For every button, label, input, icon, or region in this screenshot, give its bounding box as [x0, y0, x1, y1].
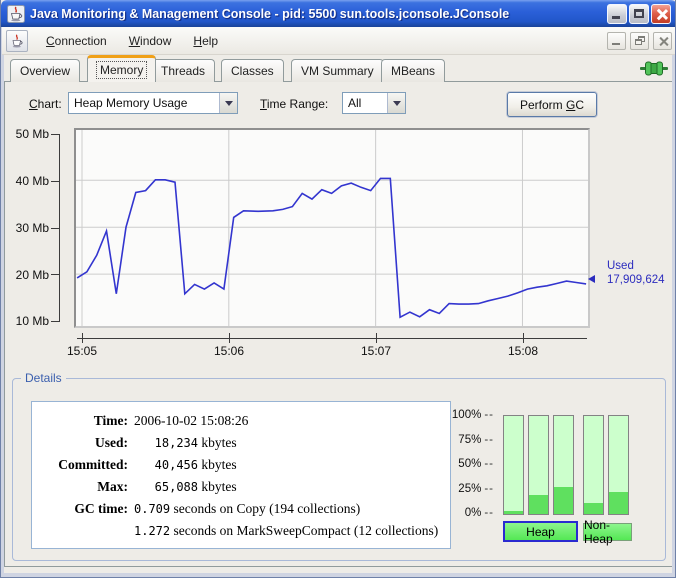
x-tick-label: 15:06 [213, 344, 245, 358]
x-axis-tick [376, 333, 377, 343]
y-tick-label: 20 Mb [15, 268, 49, 282]
window-title: Java Monitoring & Management Console - p… [30, 6, 510, 21]
maximize-icon[interactable] [629, 3, 649, 24]
non-heap-pool-bar [583, 415, 604, 515]
chevron-down-icon[interactable] [219, 93, 237, 113]
y-axis-line [59, 134, 60, 321]
details-group: Details Time: 2006-10-02 15:08:26 Used: 18… [12, 371, 666, 561]
tab-label: Overview [20, 64, 71, 78]
detail-value: 0.709 seconds on Copy (194 collections) [134, 501, 361, 516]
time-range-select[interactable]: All [342, 92, 406, 114]
tab-label: Classes [231, 64, 274, 78]
detail-label: Max: [97, 479, 128, 494]
tab-strip: Overview Memory Threads Classes VM Summary MB… [2, 55, 675, 82]
bar-y-tick-label: 0% -- [464, 507, 494, 519]
tab-memory[interactable]: Memory [87, 55, 157, 82]
details-box: Time: 2006-10-02 15:08:26 Used: 18,234 kby… [31, 401, 451, 549]
window-frame-right [672, 27, 675, 577]
bar-fill [584, 503, 603, 514]
java-cup-icon [12, 33, 23, 47]
y-tick-label: 30 Mb [15, 221, 49, 235]
perform-gc-button[interactable]: Perform GC [507, 92, 597, 117]
y-axis-tick [51, 228, 60, 229]
non-heap-pool-bar [608, 415, 629, 515]
chart-select[interactable]: Heap Memory Usage [68, 92, 238, 114]
chart-label: Chart: [29, 97, 62, 111]
minimize-icon[interactable] [607, 3, 627, 24]
menu-connection[interactable]: Connection [46, 33, 107, 48]
bar-y-tick-label: 75% -- [458, 434, 494, 446]
bar-fill [554, 487, 573, 514]
bar-fill [529, 495, 548, 514]
chevron-down-icon[interactable] [387, 93, 405, 113]
detail-label: Time: [93, 413, 128, 428]
menu-help[interactable]: Help [193, 33, 219, 48]
details-group-title: Details [21, 371, 66, 385]
used-value-callout: Used 17,909,624 [607, 260, 665, 286]
mdi-minimize-icon[interactable] [607, 31, 626, 50]
detail-value: 40,456 kbytes [154, 457, 237, 472]
x-axis-tick [523, 333, 524, 343]
heap-pool-bar [553, 415, 574, 515]
java-menu-button[interactable] [6, 29, 28, 52]
detail-value: 65,088 kbytes [154, 479, 237, 494]
heap-button[interactable]: Heap [503, 521, 578, 542]
detail-label: Committed: [58, 457, 128, 472]
tab-mbeans[interactable]: MBeans [381, 59, 446, 82]
memory-tab-panel: Chart: Heap Memory Usage Time Range: All… [4, 81, 674, 567]
tab-overview[interactable]: Overview [10, 59, 81, 82]
tab-label: Memory [95, 61, 148, 79]
x-tick-label: 15:05 [66, 344, 98, 358]
tab-label: VM Summary [301, 64, 374, 78]
menu-window[interactable]: Window [128, 33, 172, 48]
heap-usage-chart [74, 128, 590, 328]
detail-label: Used: [95, 435, 128, 450]
tab-label: MBeans [391, 64, 436, 78]
mdi-window-controls [607, 31, 672, 50]
window-frame-left [1, 27, 4, 577]
heap-usage-line [76, 177, 587, 319]
y-tick-label: 10 Mb [15, 314, 49, 328]
x-axis-line [77, 338, 587, 339]
detail-value: 18,234 kbytes [154, 435, 237, 450]
heap-pool-bar [503, 415, 524, 515]
x-tick-label: 15:07 [360, 344, 392, 358]
detail-label: GC time: [74, 501, 128, 516]
y-tick-label: 50 Mb [15, 127, 49, 141]
title-bar: Java Monitoring & Management Console - p… [1, 0, 675, 27]
y-axis-tick [51, 274, 60, 275]
tab-label: Threads [161, 64, 206, 78]
used-marker-icon [588, 275, 595, 283]
heap-pool-bar [528, 415, 549, 515]
java-app-icon [7, 4, 25, 23]
mdi-restore-icon[interactable] [630, 31, 649, 50]
window-frame-bottom [1, 573, 675, 577]
bar-y-tick-label: 100% -- [451, 409, 494, 421]
detail-value: 2006-10-02 15:08:26 [134, 413, 249, 428]
tab-threads[interactable]: Threads [151, 59, 216, 82]
y-tick-label: 40 Mb [15, 174, 49, 188]
non-heap-button[interactable]: Non-Heap [583, 518, 632, 546]
detail-value: 1.272 seconds on MarkSweepCompact (12 co… [134, 523, 439, 538]
connected-plug-icon [640, 61, 668, 76]
bar-y-tick-label: 25% -- [458, 483, 494, 495]
y-axis-tick [51, 181, 60, 182]
memory-pool-bars [503, 415, 663, 515]
bar-fill [504, 511, 523, 514]
time-range-label: Time Range: [260, 97, 329, 111]
close-icon[interactable] [651, 3, 671, 24]
tab-classes[interactable]: Classes [221, 59, 284, 82]
x-axis-tick [229, 333, 230, 343]
y-axis-tick [51, 134, 60, 135]
x-axis-tick [82, 333, 83, 343]
menu-bar: Connection Window Help [2, 27, 675, 55]
y-axis-tick [51, 321, 60, 322]
tab-vm-summary[interactable]: VM Summary [291, 59, 384, 82]
mdi-close-icon[interactable] [653, 31, 672, 50]
bar-y-tick-label: 50% -- [458, 458, 494, 470]
bar-fill [609, 492, 628, 514]
x-tick-label: 15:08 [507, 344, 539, 358]
